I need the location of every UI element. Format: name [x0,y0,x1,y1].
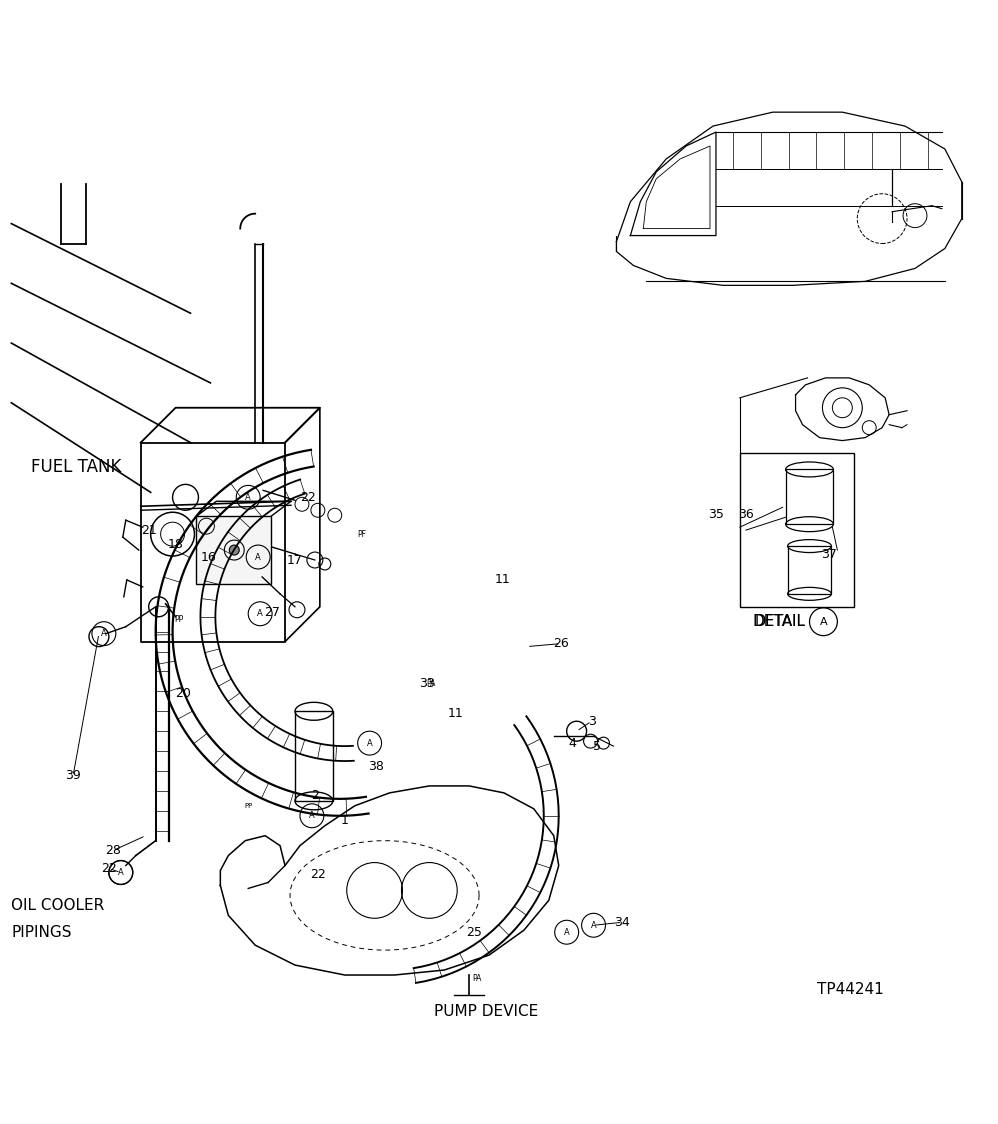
Bar [740,453,854,607]
Circle shape [230,545,240,555]
Text: 22: 22 [101,862,117,874]
Text: 25: 25 [466,926,482,939]
Text: TP44241: TP44241 [817,982,884,997]
Text: 22: 22 [300,491,315,504]
Text: A: A [564,927,570,936]
Text: 17: 17 [287,553,303,566]
Text: 4: 4 [569,736,577,750]
Text: 28: 28 [105,844,121,858]
Text: PA: PA [426,679,436,688]
Text: 22: 22 [310,868,325,881]
Text: A: A [101,629,107,638]
Text: 26: 26 [553,637,569,650]
Bar [787,546,831,593]
Text: 39: 39 [65,770,81,782]
Text: 20: 20 [176,687,192,700]
Text: FUEL TANK: FUEL TANK [31,459,122,477]
Text: 21: 21 [141,524,157,536]
Text: 27: 27 [264,606,280,619]
Text: 35: 35 [708,508,724,520]
Text: OIL COOLER: OIL COOLER [11,898,105,913]
Text: 36: 36 [738,508,753,520]
Text: A: A [591,921,597,930]
Bar [197,516,271,583]
Text: PIPINGS: PIPINGS [11,925,72,940]
Text: DETAIL: DETAIL [752,614,805,629]
Text: 1: 1 [340,814,348,827]
Text: DETAIL: DETAIL [754,614,805,629]
Text: 18: 18 [168,537,184,551]
Text: PP: PP [174,615,184,624]
Text: 37: 37 [821,547,837,561]
Text: 11: 11 [447,707,463,719]
Text: 3: 3 [588,715,596,727]
Text: 38: 38 [367,760,383,772]
Text: A: A [255,553,261,562]
Text: 5: 5 [593,740,601,753]
Text: 11: 11 [495,573,511,587]
Text: A: A [819,617,827,627]
Text: PUMP DEVICE: PUMP DEVICE [434,1005,539,1019]
Bar [295,711,332,801]
Text: 2: 2 [311,789,318,803]
Text: PA: PA [472,973,482,982]
Text: A: A [366,738,372,747]
Text: A: A [118,868,124,877]
Text: PF: PF [357,529,366,538]
Text: PP: PP [245,803,252,809]
Text: 33: 33 [419,677,435,690]
Text: A: A [309,812,314,821]
Text: 34: 34 [615,916,631,928]
Bar [785,470,833,524]
Text: 16: 16 [201,551,217,563]
Text: A: A [246,492,251,501]
Text: A: A [257,609,263,618]
